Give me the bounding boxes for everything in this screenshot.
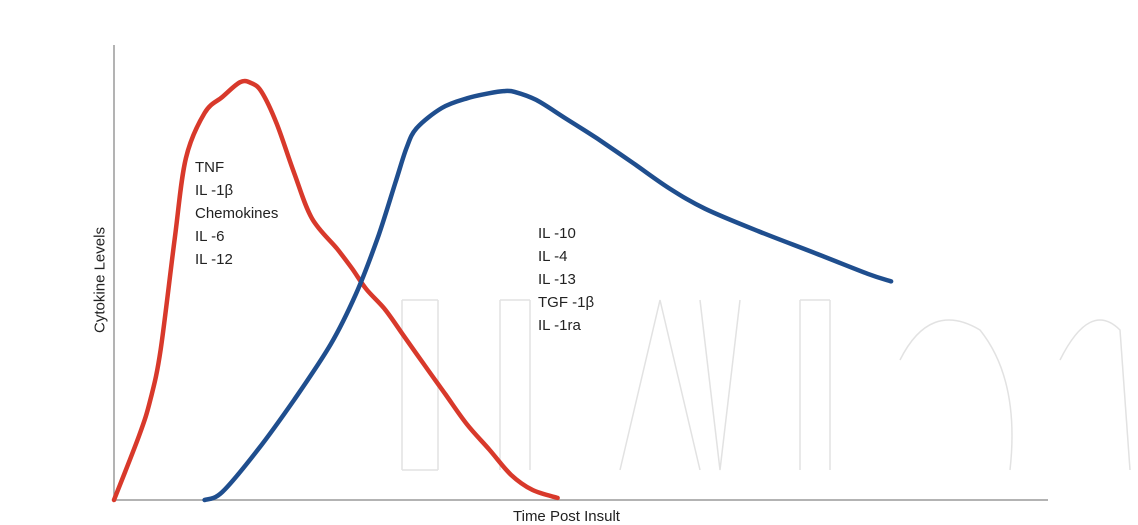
- series-1-annotation: TNF IL -1β Chemokines IL -6 IL -12: [195, 156, 278, 271]
- x-axis-title: Time Post Insult: [513, 508, 620, 525]
- series-1-line: [111, 78, 560, 503]
- series-layer: [111, 78, 894, 503]
- axes: [113, 45, 1048, 501]
- y-axis-title: Cytokine Levels: [91, 227, 109, 333]
- series-2-line: [202, 88, 894, 503]
- annotation-label: IL -1β: [195, 182, 234, 199]
- annotation-label: IL -10: [538, 225, 576, 242]
- annotation-label: Chemokines: [195, 205, 279, 222]
- annotation-label: IL -13: [538, 271, 576, 288]
- series-2-annotation: IL -10 IL -4 IL -13 TGF -1β IL -1ra: [538, 222, 594, 337]
- annotation-label: TNF: [195, 159, 225, 176]
- annotation-label: IL -6: [195, 228, 225, 245]
- annotation-label: IL -12: [195, 251, 233, 268]
- watermark: [401, 299, 1131, 471]
- annotation-label: TGF -1β: [538, 294, 595, 311]
- annotation-label: IL -1ra: [538, 317, 581, 334]
- annotation-label: IL -4: [538, 248, 568, 265]
